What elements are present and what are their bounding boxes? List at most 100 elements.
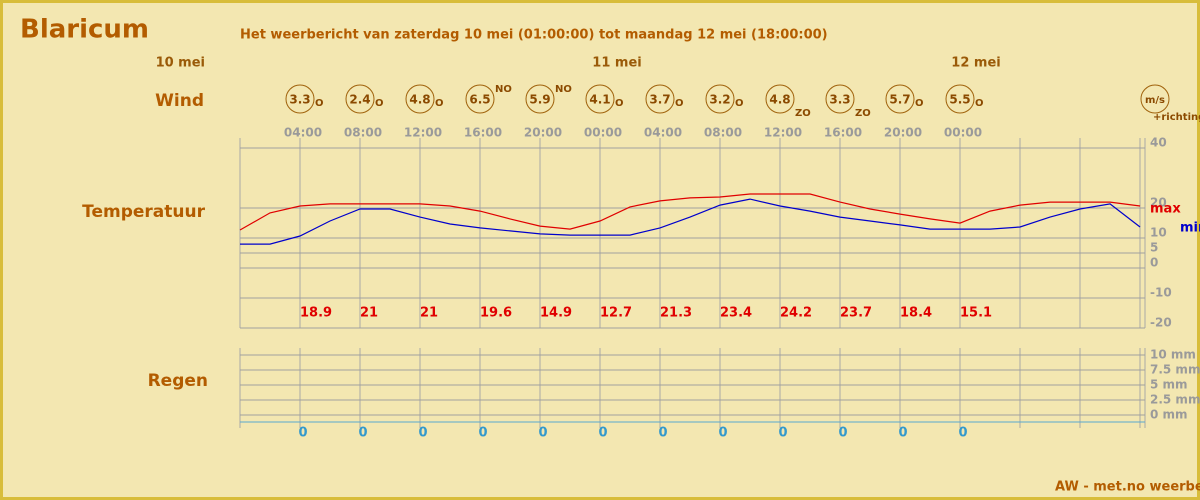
temperature-label: 19.6 bbox=[480, 306, 512, 321]
title: Blaricum bbox=[20, 15, 149, 45]
y-tick-label: 5 bbox=[1150, 241, 1158, 255]
unit-label: m/s bbox=[1145, 95, 1165, 106]
wind-circle bbox=[465, 84, 495, 114]
legend-min: min bbox=[1180, 221, 1200, 236]
unit-circle bbox=[1140, 84, 1170, 114]
wind-direction: O bbox=[435, 98, 444, 109]
rain-tick-label: 10 mm bbox=[1150, 348, 1196, 362]
temperature-label: 15.1 bbox=[960, 306, 992, 321]
y-tick-label: 40 bbox=[1150, 136, 1167, 150]
temperature-label: 24.2 bbox=[780, 306, 812, 321]
time-label: 08:00 bbox=[704, 126, 742, 140]
wind-speed: 2.4 bbox=[349, 93, 370, 107]
wind-circle bbox=[525, 84, 555, 114]
rain-value: 0 bbox=[478, 426, 487, 441]
y-tick-label: -20 bbox=[1150, 316, 1172, 330]
row-label: Temperatuur bbox=[82, 202, 205, 222]
wind-direction: O bbox=[315, 98, 324, 109]
wind-speed: 4.8 bbox=[409, 93, 430, 107]
wind-speed: 3.7 bbox=[649, 93, 670, 107]
wind-speed: 5.5 bbox=[949, 93, 970, 107]
temperature-label: 14.9 bbox=[540, 306, 572, 321]
rain-value: 0 bbox=[838, 426, 847, 441]
wind-direction: NO bbox=[495, 84, 512, 95]
wind-speed: 3.2 bbox=[709, 93, 730, 107]
wind-direction: NO bbox=[555, 84, 572, 95]
y-tick-label: -10 bbox=[1150, 286, 1172, 300]
wind-circle bbox=[945, 84, 975, 114]
wind-circle bbox=[405, 84, 435, 114]
wind-direction: O bbox=[975, 98, 984, 109]
footer: AW - met.no weerbericht bbox=[1055, 480, 1200, 495]
wind-circle bbox=[345, 84, 375, 114]
time-label: 00:00 bbox=[584, 126, 622, 140]
rain-value: 0 bbox=[958, 426, 967, 441]
wind-speed: 5.9 bbox=[529, 93, 550, 107]
temperature-line bbox=[239, 193, 1141, 231]
rain-value: 0 bbox=[538, 426, 547, 441]
wind-direction: ZO bbox=[795, 108, 811, 119]
rain-value: 0 bbox=[358, 426, 367, 441]
wind-circle bbox=[585, 84, 615, 114]
wind-direction: O bbox=[375, 98, 384, 109]
wind-circle bbox=[825, 84, 855, 114]
wind-direction: O bbox=[735, 98, 744, 109]
time-label: 12:00 bbox=[764, 126, 802, 140]
wind-speed: 6.5 bbox=[469, 93, 490, 107]
y-tick-label: 20 bbox=[1150, 196, 1167, 210]
rain-tick-label: 7.5 mm bbox=[1150, 363, 1200, 377]
time-label: 16:00 bbox=[464, 126, 502, 140]
subtitle: Het weerbericht van zaterdag 10 mei (01:… bbox=[240, 28, 828, 43]
rain-tick-label: 0 mm bbox=[1150, 408, 1188, 422]
time-label: 00:00 bbox=[944, 126, 982, 140]
rain-tick-label: 5 mm bbox=[1150, 378, 1188, 392]
wind-speed: 5.7 bbox=[889, 93, 910, 107]
wind-speed: 4.8 bbox=[769, 93, 790, 107]
rain-value: 0 bbox=[418, 426, 427, 441]
y-tick-label: 10 bbox=[1150, 226, 1167, 240]
legend-max: max bbox=[1150, 202, 1181, 217]
wind-speed: 4.1 bbox=[589, 93, 610, 107]
rain-value: 0 bbox=[298, 426, 307, 441]
time-label: 04:00 bbox=[644, 126, 682, 140]
temperature-label: 12.7 bbox=[600, 306, 632, 321]
temperature-label: 23.4 bbox=[720, 306, 752, 321]
direction-legend: +richting bbox=[1153, 112, 1200, 123]
temperature-line bbox=[240, 198, 1141, 245]
time-label: 20:00 bbox=[884, 126, 922, 140]
rain-tick-label: 2.5 mm bbox=[1150, 393, 1200, 407]
wind-circle bbox=[645, 84, 675, 114]
time-label: 08:00 bbox=[344, 126, 382, 140]
wind-circle bbox=[765, 84, 795, 114]
wind-direction: ZO bbox=[855, 108, 871, 119]
rain-value: 0 bbox=[778, 426, 787, 441]
rain-value: 0 bbox=[898, 426, 907, 441]
temperature-label: 18.9 bbox=[300, 306, 332, 321]
wind-direction: O bbox=[675, 98, 684, 109]
temperature-label: 18.4 bbox=[900, 306, 932, 321]
y-tick-label: 0 bbox=[1150, 256, 1158, 270]
rain-value: 0 bbox=[718, 426, 727, 441]
time-label: 16:00 bbox=[824, 126, 862, 140]
time-label: 12:00 bbox=[404, 126, 442, 140]
wind-speed: 3.3 bbox=[289, 93, 310, 107]
wind-circle bbox=[885, 84, 915, 114]
date-label: 12 mei bbox=[951, 56, 1000, 71]
date-label: 11 mei bbox=[592, 56, 641, 71]
time-label: 04:00 bbox=[284, 126, 322, 140]
rain-value: 0 bbox=[658, 426, 667, 441]
wind-direction: O bbox=[615, 98, 624, 109]
temperature-label: 21.3 bbox=[660, 306, 692, 321]
wind-speed: 3.3 bbox=[829, 93, 850, 107]
temperature-label: 23.7 bbox=[840, 306, 872, 321]
time-label: 20:00 bbox=[524, 126, 562, 140]
wind-direction: O bbox=[915, 98, 924, 109]
rain-value: 0 bbox=[598, 426, 607, 441]
row-label: Wind bbox=[155, 91, 204, 111]
temperature-label: 21 bbox=[420, 306, 438, 321]
temperature-label: 21 bbox=[360, 306, 378, 321]
date-label: 10 mei bbox=[156, 56, 205, 71]
wind-circle bbox=[285, 84, 315, 114]
wind-circle bbox=[705, 84, 735, 114]
